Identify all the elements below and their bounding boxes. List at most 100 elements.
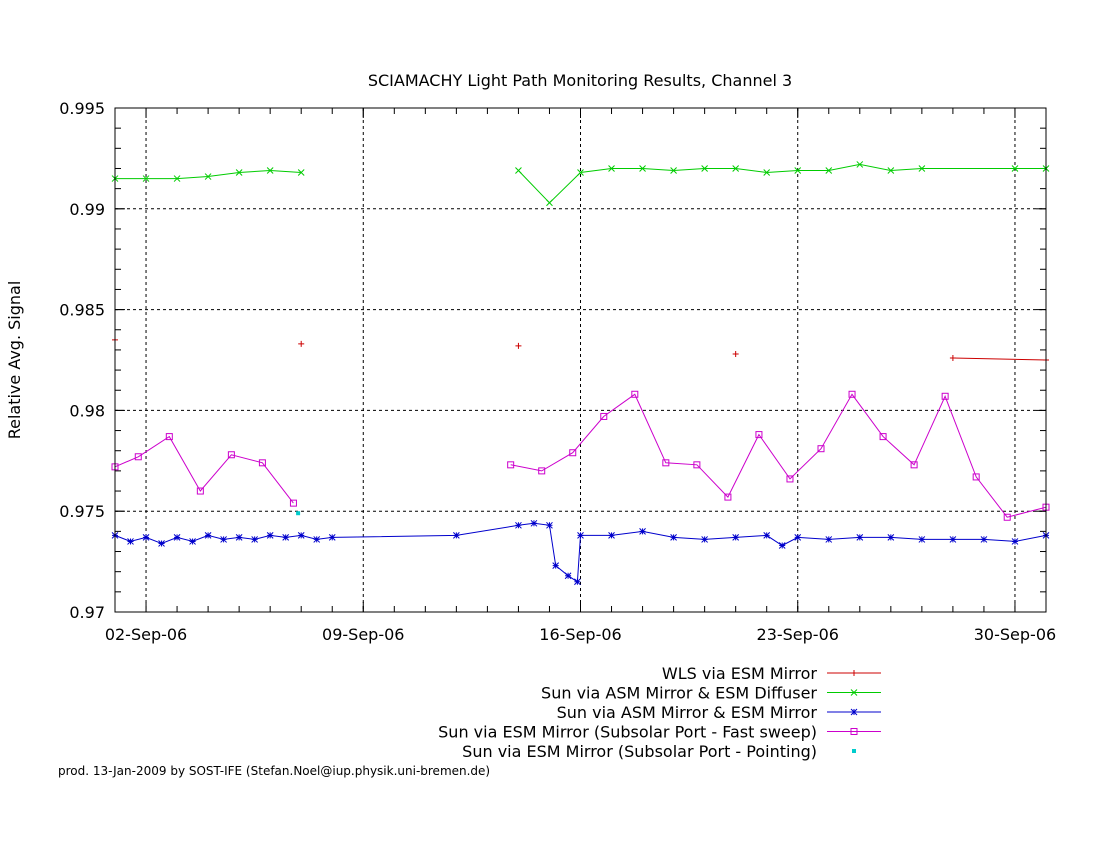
- data-point: [453, 532, 460, 539]
- data-point: [134, 453, 142, 461]
- data-point: [546, 521, 553, 529]
- data-point: [204, 532, 212, 539]
- data-point: [851, 670, 857, 676]
- data-point: [763, 532, 771, 539]
- data-point: [189, 538, 196, 545]
- data-point: [778, 542, 786, 549]
- data-point: [266, 532, 274, 539]
- data-point: [289, 499, 297, 507]
- legend-label: Sun via ESM Mirror (Subsolar Port - Fast…: [438, 723, 817, 742]
- y-tick-label: 0.975: [59, 502, 105, 521]
- data-point: [732, 165, 740, 172]
- data-point: [825, 536, 833, 543]
- series-line: [518, 163, 1046, 204]
- data-point: [850, 689, 858, 696]
- data-point: [127, 538, 134, 545]
- plot-frame: [114, 107, 1047, 613]
- x-tick-label: 09-Sep-06: [322, 625, 404, 644]
- x-tick-label: 02-Sep-06: [105, 625, 187, 644]
- data-point: [297, 532, 305, 539]
- data-point: [972, 473, 980, 481]
- data-point: [142, 175, 150, 182]
- series-layer: [111, 161, 1050, 586]
- data-point: [515, 167, 522, 174]
- chart-title: SCIAMACHY Light Path Monitoring Results,…: [368, 71, 792, 90]
- data-point: [850, 708, 858, 716]
- data-point: [639, 165, 646, 172]
- series-5: [296, 511, 301, 516]
- data-point: [608, 532, 615, 539]
- data-point: [910, 461, 918, 469]
- data-point: [755, 431, 763, 439]
- data-point: [724, 493, 732, 501]
- x-tick-label: 23-Sep-06: [757, 625, 839, 644]
- grid-lines: [115, 108, 1046, 612]
- data-point: [564, 572, 572, 580]
- data-point: [763, 169, 771, 176]
- data-point: [235, 169, 243, 176]
- x-tick-label: 16-Sep-06: [539, 625, 621, 644]
- y-axis-label: Relative Avg. Signal: [5, 281, 24, 440]
- data-point: [856, 161, 864, 168]
- data-point: [196, 487, 204, 495]
- series-line: [115, 169, 302, 180]
- data-point: [577, 169, 584, 176]
- data-point: [251, 536, 259, 543]
- data-point: [918, 165, 926, 172]
- data-point: [732, 534, 740, 541]
- data-point: [887, 534, 895, 541]
- tick-labels: 02-Sep-06 09-Sep-06 16-Sep-06 23-Sep-06 30-S…: [59, 99, 1056, 644]
- data-point: [980, 536, 988, 543]
- data-point: [313, 536, 321, 543]
- data-point: [670, 534, 677, 541]
- data-point: [1011, 538, 1019, 545]
- data-point: [328, 534, 336, 541]
- y-tick-label: 0.995: [59, 99, 105, 118]
- data-point: [173, 175, 181, 182]
- data-point: [296, 511, 301, 516]
- data-point: [794, 167, 802, 174]
- data-point: [631, 390, 639, 398]
- data-point: [639, 528, 646, 535]
- legend-label: Sun via ESM Mirror (Subsolar Port - Poin…: [462, 742, 817, 761]
- data-point: [701, 536, 708, 543]
- y-tick-label: 0.99: [69, 200, 105, 219]
- data-point: [298, 340, 305, 347]
- data-point: [173, 534, 181, 541]
- y-tick-label: 0.98: [69, 401, 105, 420]
- data-point: [856, 534, 864, 541]
- data-point: [552, 562, 560, 569]
- data-point: [282, 534, 290, 541]
- data-point: [235, 534, 243, 541]
- data-point: [220, 536, 227, 543]
- legend-label: WLS via ESM Mirror: [662, 664, 818, 683]
- data-point: [848, 390, 856, 398]
- data-point: [574, 578, 581, 586]
- data-point: [538, 467, 546, 475]
- x-tick-label: 30-Sep-06: [974, 625, 1056, 644]
- data-point: [546, 199, 553, 207]
- data-point: [879, 433, 887, 441]
- y-tick-label: 0.97: [69, 603, 105, 622]
- data-point: [515, 521, 522, 529]
- data-point: [786, 475, 794, 483]
- data-point: [158, 540, 165, 547]
- data-point: [297, 169, 305, 176]
- data-point: [204, 173, 212, 180]
- data-point: [515, 342, 522, 349]
- series-2: [111, 161, 1050, 207]
- data-point: [701, 165, 708, 172]
- data-point: [887, 167, 895, 174]
- data-point: [227, 451, 235, 459]
- legend-label: Sun via ASM Mirror & ESM Diffuser: [541, 684, 817, 703]
- data-point: [732, 350, 739, 357]
- data-point: [1003, 513, 1011, 521]
- y-tick-label: 0.985: [59, 301, 105, 320]
- data-point: [142, 534, 150, 541]
- series-line: [952, 357, 1047, 361]
- data-point: [165, 433, 173, 441]
- footer-credit: prod. 13-Jan-2009 by SOST-IFE (Stefan.No…: [58, 764, 491, 778]
- data-point: [949, 536, 957, 543]
